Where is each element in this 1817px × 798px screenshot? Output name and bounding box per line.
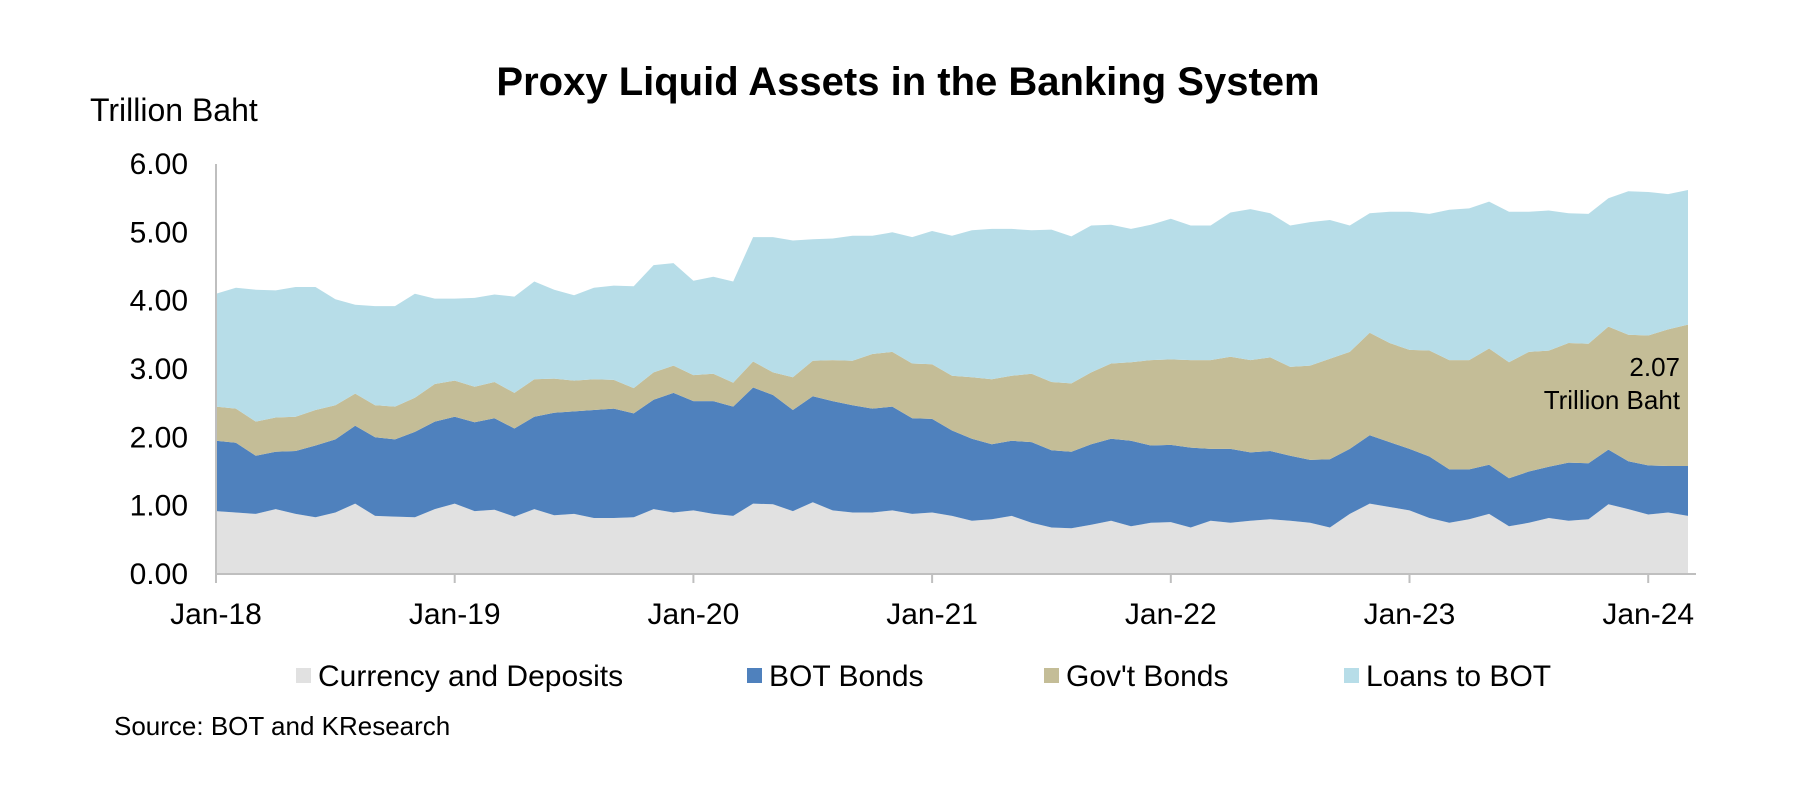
legend-swatch-gov-t-bonds xyxy=(1044,668,1059,683)
legend-label-bot-bonds: BOT Bonds xyxy=(769,660,924,693)
area-loans-to-bot xyxy=(216,190,1688,422)
y-tick-label: 6.00 xyxy=(130,148,188,181)
x-tick-label: Jan-21 xyxy=(886,598,978,631)
area-currency-and-deposits xyxy=(216,502,1688,574)
annotation-value: 2.07 xyxy=(1629,352,1680,382)
legend-swatch-loans-to-bot xyxy=(1344,668,1359,683)
area-bot-bonds xyxy=(216,387,1688,529)
y-tick-label: 5.00 xyxy=(130,216,188,249)
chart-title: Proxy Liquid Assets in the Banking Syste… xyxy=(496,60,1319,104)
area-layers xyxy=(216,190,1688,574)
legend-swatch-bot-bonds xyxy=(747,668,762,683)
y-tick-label: 1.00 xyxy=(130,490,188,523)
legend-swatch-currency-and-deposits xyxy=(296,668,311,683)
x-tick-label: Jan-18 xyxy=(170,598,262,631)
y-tick-label: 3.00 xyxy=(130,353,188,386)
y-tick-label: 4.00 xyxy=(130,285,188,318)
legend: Currency and Deposits BOT Bonds Gov't Bond… xyxy=(296,660,1551,693)
legend-label-currency-and-deposits: Currency and Deposits xyxy=(318,660,623,693)
legend-label-loans-to-bot: Loans to BOT xyxy=(1366,660,1551,693)
axes xyxy=(215,164,1696,583)
x-tick-labels: Jan-18 Jan-19 Jan-20 Jan-21 Jan-22 Jan-23 Jan-… xyxy=(170,598,1694,631)
x-tick-label: Jan-22 xyxy=(1125,598,1217,631)
y-tick-label: 0.00 xyxy=(130,558,188,591)
area-gov-t-bonds xyxy=(216,324,1688,479)
annotation-unit: Trillion Baht xyxy=(1544,385,1681,415)
x-tick-label: Jan-24 xyxy=(1602,598,1694,631)
y-tick-labels: 0.00 1.00 2.00 3.00 4.00 5.00 6.00 xyxy=(130,148,188,591)
source-note: Source: BOT and KResearch xyxy=(114,711,450,741)
y-axis-label: Trillion Baht xyxy=(90,92,258,128)
legend-label-gov-t-bonds: Gov't Bonds xyxy=(1066,660,1228,693)
y-tick-label: 2.00 xyxy=(130,421,188,454)
x-tick-label: Jan-19 xyxy=(409,598,501,631)
x-tick-label: Jan-23 xyxy=(1364,598,1456,631)
x-tick-label: Jan-20 xyxy=(648,598,740,631)
